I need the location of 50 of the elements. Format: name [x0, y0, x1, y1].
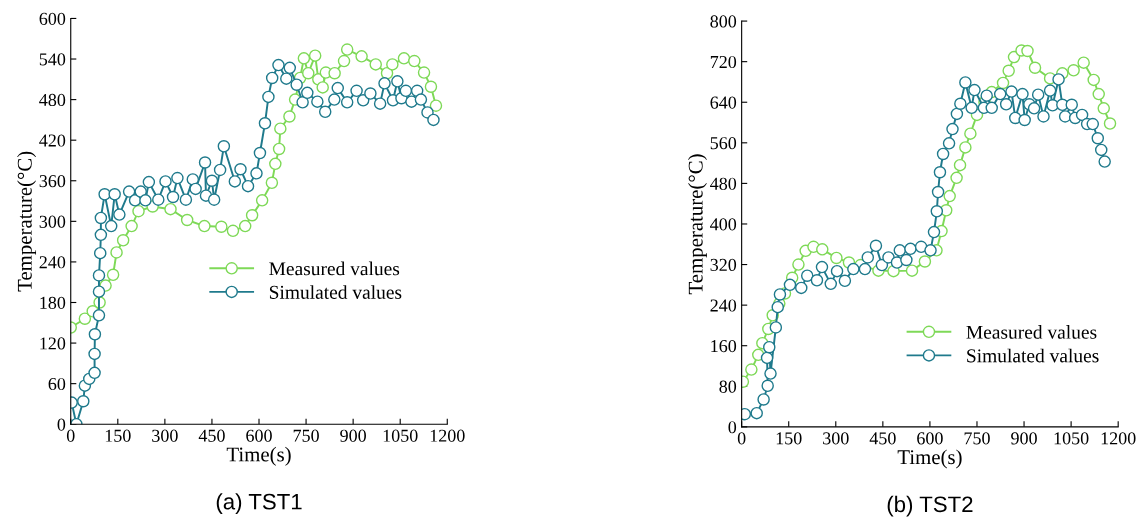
y-tick-label: 0: [728, 421, 737, 434]
y-tick-label: 400: [710, 218, 737, 231]
y-tick-label: 240: [710, 299, 737, 312]
x-tick-label: 450: [198, 429, 225, 442]
y-tick-label: 480: [39, 93, 66, 107]
x-tick-label: 1200: [1101, 432, 1136, 445]
x-tick-label: 300: [823, 432, 849, 445]
legend-label: Measured values: [269, 261, 400, 276]
y-tick-label: 720: [710, 55, 737, 69]
x-tick-label: 750: [293, 429, 319, 442]
x-tick-label: 0: [66, 429, 75, 442]
y-axis-title: Temperature(°C): [688, 154, 707, 295]
y-tick-label: 640: [710, 96, 737, 109]
y-tick-label: 320: [710, 258, 737, 271]
y-tick-label: 180: [40, 296, 66, 309]
x-tick-label: 150: [105, 429, 131, 442]
x-tick-label: 600: [917, 432, 943, 445]
x-tick-label: 1200: [430, 429, 465, 442]
y-tick-label: 420: [39, 134, 66, 147]
y-tick-label: 560: [710, 137, 737, 150]
x-tick-label: 600: [246, 429, 272, 442]
y-tick-label: 600: [39, 12, 66, 25]
x-tick-label: 900: [340, 429, 366, 442]
x-tick-label: 450: [869, 432, 896, 445]
x-axis-title: Time(s): [226, 446, 291, 466]
y-axis-title: Temperature(°C): [17, 151, 37, 292]
text: (a) TST1: [216, 493, 302, 514]
legend-label: Measured values: [966, 325, 1097, 339]
y-tick-label: 60: [48, 377, 66, 391]
x-tick-label: 1050: [383, 429, 418, 442]
x-tick-label: 0: [737, 432, 746, 445]
y-tick-label: 480: [710, 177, 737, 190]
y-tick-label: 800: [710, 15, 737, 28]
text: (b) TST2: [887, 495, 973, 517]
y-tick-label: 0: [57, 418, 66, 431]
y-tick-label: 540: [39, 53, 66, 66]
x-axis-title: Time(s): [897, 449, 962, 469]
x-tick-label: 750: [964, 432, 990, 445]
legend-label: Simulated values: [269, 285, 402, 299]
y-tick-label: 300: [39, 215, 66, 228]
x-tick-label: 300: [152, 429, 178, 442]
y-tick-label: 240: [39, 256, 66, 269]
y-tick-label: 120: [40, 337, 66, 350]
x-tick-label: 1050: [1054, 432, 1089, 445]
x-tick-label: 900: [1011, 432, 1037, 445]
y-tick-label: 80: [719, 380, 737, 393]
y-tick-label: 360: [39, 175, 66, 188]
x-tick-label: 150: [776, 432, 802, 445]
y-tick-label: 160: [711, 339, 737, 353]
legend-label: Simulated values: [967, 348, 1099, 363]
